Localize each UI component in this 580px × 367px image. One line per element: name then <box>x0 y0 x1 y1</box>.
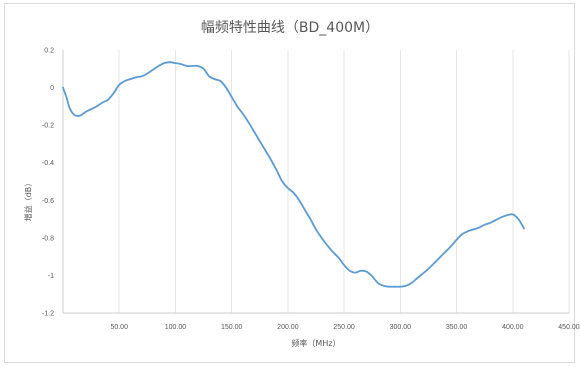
x-tick-labels: 50.00 100.00 150.00 200.00 250.00 300.00 350.0… <box>110 324 579 331</box>
x-tick-label: 450.00 <box>558 324 580 331</box>
x-tick-label: 300.00 <box>390 324 412 331</box>
y-tick-label: 0.2 <box>44 48 54 55</box>
y-axis-title: 增益（dB） <box>23 179 33 222</box>
x-axis-title: 频率（MHz） <box>291 338 340 348</box>
y-tick-label: -1.2 <box>42 311 54 318</box>
y-tick-label: -0.8 <box>42 235 54 242</box>
chart-frame <box>4 3 575 363</box>
x-tick-label: 150.00 <box>221 324 243 331</box>
chart-title: 幅频特性曲线（BD_400M） <box>201 20 379 36</box>
series-layer <box>62 61 525 288</box>
y-tick-label: 0 <box>50 85 54 92</box>
series-line <box>62 61 525 288</box>
y-tick-labels: 0.2 0 -0.2 -0.4 -0.6 -0.8 -1 -1.2 <box>42 48 54 318</box>
y-tick-label: -1 <box>48 273 54 280</box>
x-tick-label: 350.00 <box>446 324 468 331</box>
grid-layer <box>118 50 570 313</box>
x-tick-label: 100.00 <box>165 324 187 331</box>
y-tick-label: -0.4 <box>42 160 54 167</box>
x-tick-label: 250.00 <box>333 324 355 331</box>
axis-layer <box>62 50 569 314</box>
y-tick-label: -0.6 <box>42 198 54 205</box>
x-tick-label: 50.00 <box>110 324 128 331</box>
x-tick-label: 200.00 <box>277 324 299 331</box>
y-tick-label: -0.2 <box>42 123 54 130</box>
x-tick-label: 400.00 <box>502 324 524 331</box>
